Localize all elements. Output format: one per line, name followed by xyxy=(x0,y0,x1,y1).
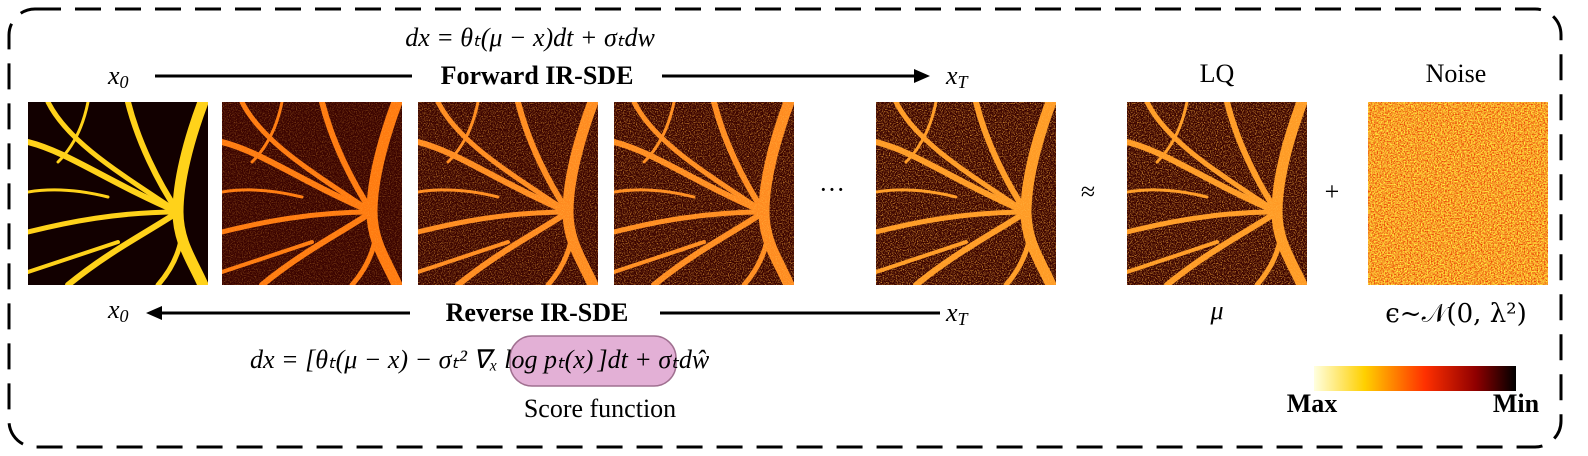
lq-symbol: μ xyxy=(1209,296,1223,325)
speckle xyxy=(876,102,1056,285)
reverse-equation: dx = [θₜ(μ − x) − σₜ² ∇ₓ log pₜ(x)]dt + σ… xyxy=(250,345,710,374)
image-panel xyxy=(222,102,402,285)
reverse-arrowhead xyxy=(146,306,162,320)
forward-start: x0 xyxy=(107,61,129,92)
forward-label: Forward IR-SDE xyxy=(441,61,634,90)
colorbar-max: Max xyxy=(1287,389,1338,418)
noise-texture xyxy=(1368,102,1548,285)
speckle xyxy=(614,102,794,285)
reverse-end: x0 xyxy=(107,295,129,326)
forward-end: xT xyxy=(945,61,970,92)
image-panel xyxy=(876,102,1056,285)
score-label: Score function xyxy=(524,394,676,423)
colorbar-min: Min xyxy=(1493,389,1540,418)
noise-title: Noise xyxy=(1426,59,1487,88)
score-highlight xyxy=(509,335,677,387)
image-panels xyxy=(28,102,1548,285)
image-panel xyxy=(418,102,598,285)
image-panel xyxy=(1127,102,1307,285)
reverse-start: xT xyxy=(945,298,970,329)
label-bg xyxy=(412,62,662,90)
forward-arrowhead xyxy=(914,69,930,83)
dashed-border xyxy=(7,7,1563,449)
ellipsis: ··· xyxy=(819,175,845,204)
approx-sign: ≈ xyxy=(1081,177,1095,206)
speckle xyxy=(418,102,598,285)
label-bg xyxy=(410,299,660,327)
forward-equation: dx = θₜ(μ − x)dt + σₜdw xyxy=(405,23,655,52)
speckle xyxy=(222,102,402,285)
noise-symbol: ϵ~𝒩(0, λ²) xyxy=(1385,299,1527,329)
lq-title: LQ xyxy=(1200,59,1235,88)
reverse-label: Reverse IR-SDE xyxy=(446,298,629,327)
noise-panel xyxy=(1368,102,1548,285)
image-panel xyxy=(614,102,794,285)
speckle xyxy=(1127,102,1307,285)
plus-sign: + xyxy=(1325,177,1340,206)
image-panel xyxy=(28,102,208,285)
colorbar xyxy=(1314,366,1516,391)
